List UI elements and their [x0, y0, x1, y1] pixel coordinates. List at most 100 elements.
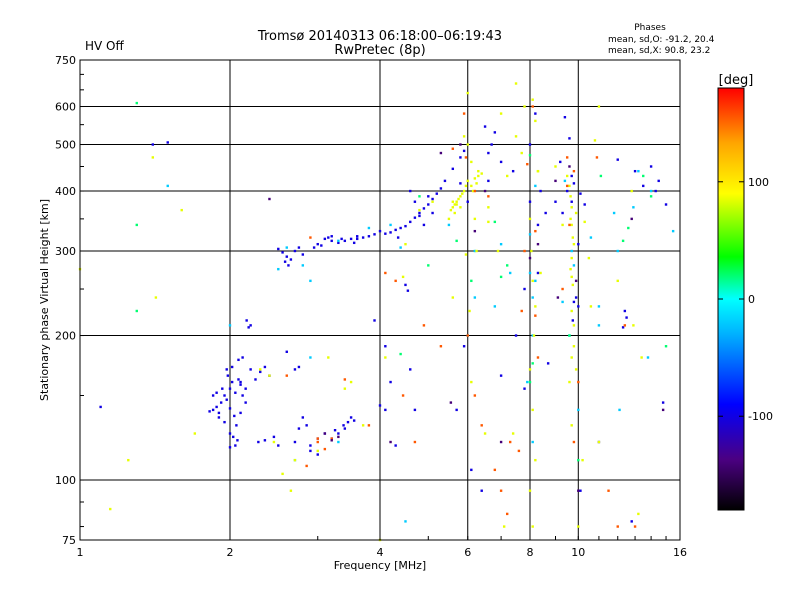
data-point [633, 525, 637, 528]
data-point [621, 326, 625, 329]
data-point [228, 324, 232, 327]
data-point [536, 223, 540, 227]
data-point [561, 211, 564, 215]
data-point [228, 446, 232, 449]
data-point [455, 239, 458, 243]
data-point [215, 391, 218, 394]
data-point [394, 228, 397, 232]
data-point [297, 246, 301, 249]
data-point [607, 489, 610, 492]
data-point [239, 411, 242, 415]
data-point [352, 241, 356, 245]
data-point [571, 319, 575, 322]
data-point [221, 387, 224, 390]
data-point [455, 408, 458, 412]
data-point [297, 427, 301, 430]
data-point [637, 169, 640, 173]
data-point [340, 237, 343, 241]
data-point [99, 405, 102, 409]
data-point [528, 200, 532, 203]
data-point [470, 380, 473, 384]
data-point [470, 279, 473, 283]
data-point [487, 179, 490, 183]
data-point [499, 440, 503, 444]
data-point [499, 242, 503, 246]
data-point [309, 449, 312, 453]
data-point [536, 356, 540, 359]
data-point [239, 383, 242, 386]
data-point [511, 432, 515, 435]
colorbar-tick-label: -100 [748, 410, 773, 423]
data-point [409, 220, 412, 224]
data-point [384, 271, 387, 275]
y-tick-label: 300 [55, 245, 76, 258]
data-point [508, 440, 512, 444]
data-point [559, 160, 562, 164]
data-point [330, 437, 333, 440]
data-point [642, 174, 645, 178]
data-point [320, 244, 323, 247]
data-point [223, 420, 226, 424]
data-point [464, 253, 468, 256]
data-point [561, 300, 564, 304]
colorbar-ticks: 100 0 -100 [718, 176, 773, 423]
x-tick-label: 2 [227, 546, 234, 559]
data-point [570, 174, 573, 178]
data-point [349, 416, 353, 419]
data-point [323, 447, 327, 451]
data-point [293, 440, 297, 444]
data-point [166, 184, 169, 188]
data-point [612, 211, 616, 215]
data-point [514, 334, 518, 337]
data-point [664, 345, 668, 348]
data-point [589, 305, 593, 308]
data-point [569, 217, 572, 221]
data-point [281, 472, 284, 476]
colorbar-tick-label: 100 [748, 176, 769, 189]
data-point [572, 169, 576, 173]
data-point [528, 489, 532, 492]
data-point [561, 223, 564, 227]
data-point [599, 174, 603, 178]
data-point [127, 458, 130, 462]
data-point [470, 160, 473, 164]
data-point [470, 468, 473, 472]
x-tick-label: 16 [673, 546, 687, 559]
data-point [468, 309, 471, 313]
data-point [378, 404, 382, 407]
x-tick-label: 1 [77, 546, 84, 559]
data-point [459, 195, 462, 198]
data-point [316, 440, 319, 444]
data-point [427, 195, 430, 198]
phases-o-stats: mean, sd,O: -91.2, 20.4 [608, 35, 715, 45]
data-point [597, 440, 601, 444]
data-point [505, 264, 509, 267]
data-point [283, 260, 287, 263]
data-point [618, 408, 621, 412]
data-point [285, 374, 288, 377]
data-point [277, 247, 280, 251]
data-point [581, 458, 584, 462]
data-point [528, 271, 532, 275]
x-tick-label: 4 [377, 546, 384, 559]
y-tick-label: 75 [62, 534, 76, 547]
data-point [219, 401, 223, 404]
data-point [574, 279, 578, 283]
data-point [496, 249, 500, 253]
data-point [418, 214, 421, 218]
data-point [309, 236, 312, 239]
data-point [281, 251, 284, 254]
data-point [384, 232, 387, 235]
data-point [316, 449, 319, 453]
y-tick-label: 200 [55, 330, 76, 343]
data-point [399, 226, 402, 230]
data-point [418, 195, 421, 198]
phases-title: Phases [634, 23, 666, 33]
data-point [235, 424, 238, 427]
data-point [571, 283, 575, 287]
data-point [211, 408, 215, 412]
data-point [587, 256, 591, 260]
data-point [640, 356, 643, 359]
data-point [245, 319, 248, 322]
x-axis-label: Frequency [MHz] [334, 559, 426, 572]
